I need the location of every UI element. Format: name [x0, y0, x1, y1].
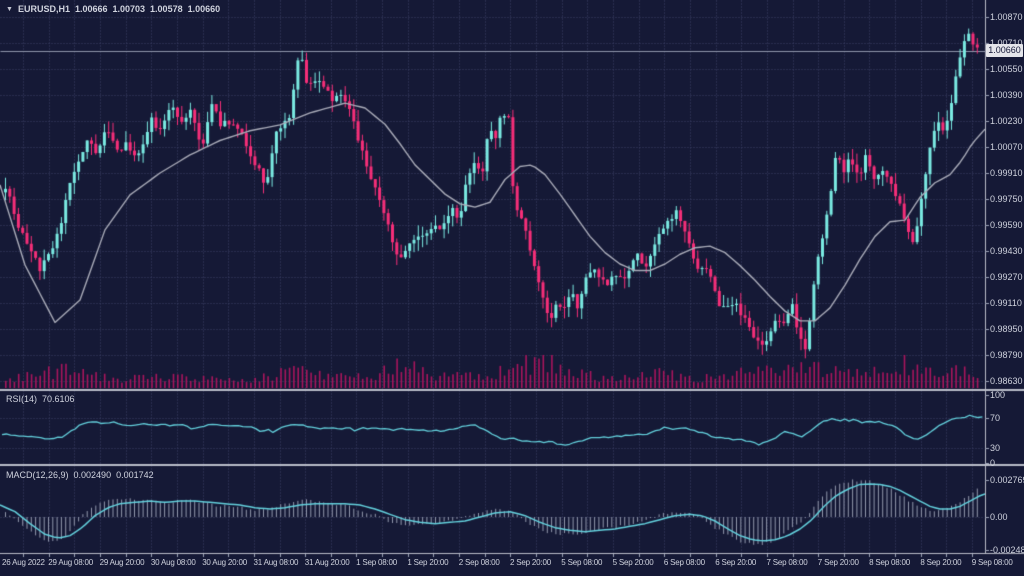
ohlc-high-value: 1.00703 [112, 4, 146, 14]
macd-axis-label: 0.002769 [990, 475, 1024, 486]
ohlc-low-value: 1.00578 [150, 4, 183, 14]
price-axis-label: 0.99430 [990, 246, 1023, 256]
price-axis-label: 1.00870 [990, 12, 1023, 22]
price-axis-label: 0.99110 [990, 298, 1022, 308]
price-axis-label: 0.98950 [990, 324, 1023, 334]
time-axis-label: 5 Sep 08:00 [561, 558, 603, 567]
macd-axis-label: 0.00 [990, 512, 1008, 522]
time-axis-label: 29 Aug 08:00 [48, 558, 94, 567]
current-price-tag: 1.00660 [986, 44, 1023, 57]
time-axis-label: 2 Sep 08:00 [458, 558, 500, 567]
collapse-chart-icon[interactable]: ▼ [6, 6, 13, 13]
symbol-timeframe-label: EURUSD,H1 [17, 4, 70, 14]
time-axis-label: 29 Aug 20:00 [99, 558, 145, 567]
ohlc-close-value: 1.00660 [187, 4, 221, 14]
time-axis-label: 6 Sep 08:00 [663, 558, 705, 567]
rsi-name: RSI(14) [6, 394, 38, 404]
time-axis-label: 1 Sep 20:00 [407, 558, 449, 567]
time-axis-label: 30 Aug 20:00 [202, 558, 247, 567]
macd-signal-value: 0.001742 [116, 470, 154, 480]
rsi-axis-label: 0 [990, 458, 996, 468]
price-axis-label: 0.99750 [990, 194, 1023, 204]
price-axis-label: 0.99590 [990, 220, 1023, 230]
price-axis-label: 0.99910 [990, 168, 1023, 178]
time-axis-label: 1 Sep 08:00 [356, 558, 398, 567]
rsi-axis-label: 70 [990, 412, 1001, 423]
time-axis-label: 31 Aug 20:00 [304, 558, 350, 567]
time-axis-label: 9 Sep 08:00 [971, 558, 1013, 567]
rsi-axis-label: 30 [990, 442, 1001, 453]
ohlc-open-value: 1.00666 [74, 4, 108, 14]
macd-indicator-label: MACD(12,26,9) 0.002490 0.001742 [6, 470, 159, 480]
price-axis-label: 1.00390 [990, 90, 1023, 100]
time-axis-label: 7 Sep 20:00 [817, 558, 859, 567]
price-axis-label: 1.00230 [990, 116, 1023, 126]
price-axis-label: 1.00710 [990, 38, 1023, 48]
time-axis-label: 7 Sep 08:00 [766, 558, 808, 567]
time-axis-label: 5 Sep 20:00 [612, 558, 654, 567]
macd-name: MACD(12,26,9) [6, 470, 69, 480]
time-axis-label: 6 Sep 20:00 [715, 558, 757, 567]
price-axis-label: 0.98790 [990, 350, 1023, 360]
time-axis-label: 31 Aug 08:00 [253, 558, 299, 567]
rsi-current-value: 70.6106 [42, 394, 75, 404]
price-axis-label: 1.00070 [990, 142, 1023, 152]
time-axis-label: 26 Aug 2022 [2, 558, 45, 567]
price-axis-label: 0.98630 [990, 376, 1023, 386]
time-axis-label: 8 Sep 20:00 [920, 558, 962, 567]
time-axis-label: 2 Sep 20:00 [510, 558, 551, 567]
time-axis-label: 30 Aug 08:00 [150, 558, 196, 567]
rsi-axis-label: 100 [990, 390, 1006, 400]
price-axis-label: 1.00550 [990, 64, 1023, 74]
time-axis-label: 8 Sep 08:00 [869, 558, 911, 567]
chart-header: ▼ EURUSD,H1 1.00666 1.00703 1.00578 1.00660 [6, 4, 225, 14]
rsi-indicator-label: RSI(14) 70.6106 [6, 394, 80, 404]
macd-main-value: 0.002490 [73, 470, 112, 480]
price-axis-label: 0.99270 [990, 272, 1023, 282]
